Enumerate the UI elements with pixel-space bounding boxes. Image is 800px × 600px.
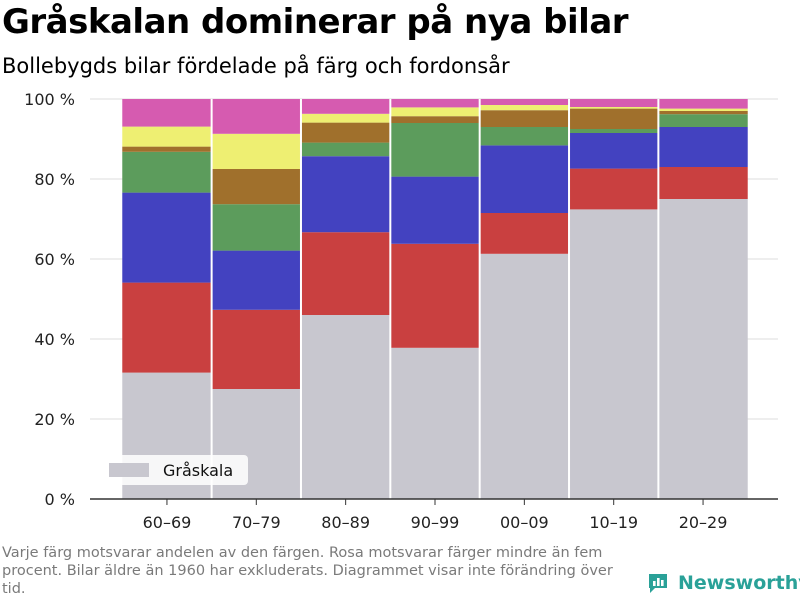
- y-tick-label: 60 %: [34, 250, 75, 269]
- y-tick-label: 0 %: [45, 490, 75, 509]
- legend-swatch: [109, 463, 149, 477]
- bar-segment-grayscale: [479, 253, 570, 499]
- bar-segment-series-4: [569, 108, 659, 129]
- bar-segment-series-1: [658, 167, 748, 199]
- bar-segment-series-4: [122, 146, 212, 152]
- x-tick-label: 90–99: [411, 513, 460, 532]
- bar-segment-series-5: [479, 105, 570, 111]
- bar-segment-grayscale: [658, 199, 748, 499]
- bar-segment-series-3: [658, 114, 748, 127]
- bar-segment-series-2: [300, 156, 391, 233]
- bar-segment-series-6: [658, 99, 748, 109]
- x-tick-label: 60–69: [143, 513, 192, 532]
- bar-segment-series-4: [658, 111, 748, 115]
- bar-segment-series-1: [479, 213, 570, 254]
- bar-segment-series-3: [211, 204, 301, 251]
- bar-segment-series-6: [300, 99, 391, 114]
- bar-segment-series-4: [390, 116, 480, 123]
- bar-segment-series-2: [658, 127, 748, 167]
- bar-segment-series-2: [211, 250, 301, 310]
- x-tick-label: 10–19: [589, 513, 638, 532]
- chart-subtitle: Bollebygds bilar fördelade på färg och f…: [2, 54, 510, 78]
- bar-segment-series-3: [479, 127, 570, 146]
- bar-segment-series-3: [300, 142, 391, 157]
- bar-segment-series-6: [122, 99, 212, 127]
- bar-segment-series-6: [479, 99, 570, 105]
- x-tick-label: 20–29: [679, 513, 728, 532]
- bar-segment-series-5: [300, 113, 391, 123]
- bar-segment-grayscale: [300, 315, 391, 499]
- x-tick-label: 80–89: [321, 513, 370, 532]
- bar-segment-grayscale: [569, 209, 659, 499]
- stacked-bar-chart: 0 % 20 % 40 % 60 % 80 % 100 % 60–69 70–79 80–89 9…: [24, 90, 778, 532]
- y-tick-label: 40 %: [34, 330, 75, 349]
- bar-segment-series-3: [569, 129, 659, 133]
- bar-segment-series-6: [569, 99, 659, 107]
- bar-segment-series-6: [211, 99, 301, 134]
- y-tick-label: 20 %: [34, 410, 75, 429]
- bar-segment-series-5: [390, 107, 480, 117]
- bar-segment-series-5: [658, 108, 748, 111]
- brand-name: Newsworthy: [678, 572, 800, 594]
- x-tick-label: 00–09: [500, 513, 549, 532]
- bar-segment-series-4: [300, 122, 391, 143]
- bar-segment-series-2: [569, 133, 659, 169]
- bar-segment-series-1: [569, 168, 659, 210]
- bar-segment-series-3: [390, 123, 480, 177]
- chart-title: Gråskalan dominerar på nya bilar: [2, 2, 629, 42]
- x-tick-label: 70–79: [232, 513, 281, 532]
- bar-segment-series-1: [122, 282, 212, 373]
- bar-segment-series-1: [211, 309, 301, 389]
- bar-segment-series-5: [122, 126, 212, 147]
- bar-segment-series-2: [390, 176, 480, 244]
- footnote: Varje färg motsvarar andelen av den färg…: [2, 545, 613, 597]
- y-tick-label: 80 %: [34, 170, 75, 189]
- y-tick-label: 100 %: [24, 90, 75, 109]
- legend-box: [101, 455, 248, 485]
- bar-segment-series-5: [211, 133, 301, 169]
- bar-segment-series-1: [390, 243, 480, 348]
- brand-logo: Newsworthy: [646, 570, 800, 596]
- bar-segment-grayscale: [390, 347, 480, 499]
- bar-segment-series-2: [122, 192, 212, 283]
- newsworthy-logo-icon: [649, 574, 667, 593]
- bar-segment-series-3: [122, 151, 212, 193]
- bar-segment-series-2: [479, 145, 570, 213]
- bar-segment-series-6: [390, 99, 480, 108]
- legend-label: Gråskala: [163, 461, 233, 480]
- bar-segment-series-4: [211, 169, 301, 205]
- bar-segment-series-5: [569, 107, 659, 109]
- bar-segment-series-4: [479, 110, 570, 127]
- bar-segment-series-1: [300, 232, 391, 315]
